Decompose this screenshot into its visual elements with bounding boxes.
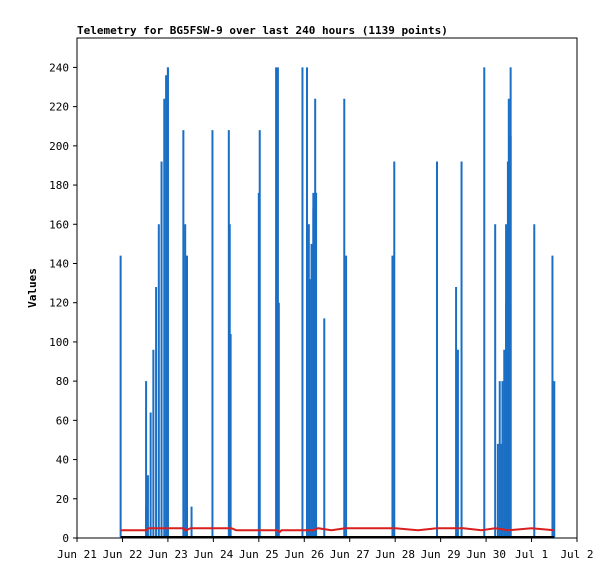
series-marks [119,67,556,538]
y-tick-label: 140 [49,257,69,270]
y-tick-label: 200 [49,140,69,153]
y-tick-label: 100 [49,336,69,349]
telemetry-level-line [120,527,555,534]
x-tick-label: Jun 29 [421,548,461,561]
plot-area [76,37,578,539]
x-axis-ticks: Jun 21 Jun 22 Jun 23 Jun 24 Jun 25 Jun 26 Jun … [57,538,594,561]
y-tick-label: 40 [56,454,69,467]
x-tick-label: Jun 24 [193,548,233,561]
y-tick-label: 60 [56,414,69,427]
y-tick-label: 0 [62,532,69,545]
y-tick-label: 220 [49,101,69,114]
x-tick-label: Jun 30 [466,548,506,561]
x-tick-label: Jun 28 [375,548,415,561]
x-tick-label: Jun 26 [284,548,324,561]
x-tick-label: Jun 22 [103,548,143,561]
y-tick-label: 240 [49,61,69,74]
y-axis-title: Values [26,268,39,308]
y-tick-label: 20 [56,493,69,506]
x-tick-label: Jun 27 [330,548,370,561]
y-axis-ticks: 0 20 40 60 80 100 120 140 160 180 200 220 240 [49,61,77,545]
x-tick-label: Jun 23 [148,548,188,561]
x-tick-label: Jun 21 [57,548,97,561]
chart-title: Telemetry for BG5FSW-9 over last 240 hou… [77,24,448,37]
x-tick-label: Jul 2 [560,548,593,561]
y-tick-label: 180 [49,179,69,192]
x-tick-label: Jun 25 [239,548,279,561]
y-tick-label: 80 [56,375,69,388]
y-tick-label: 120 [49,297,69,310]
x-tick-label: Jul 1 [515,548,548,561]
y-tick-label: 160 [49,218,69,231]
